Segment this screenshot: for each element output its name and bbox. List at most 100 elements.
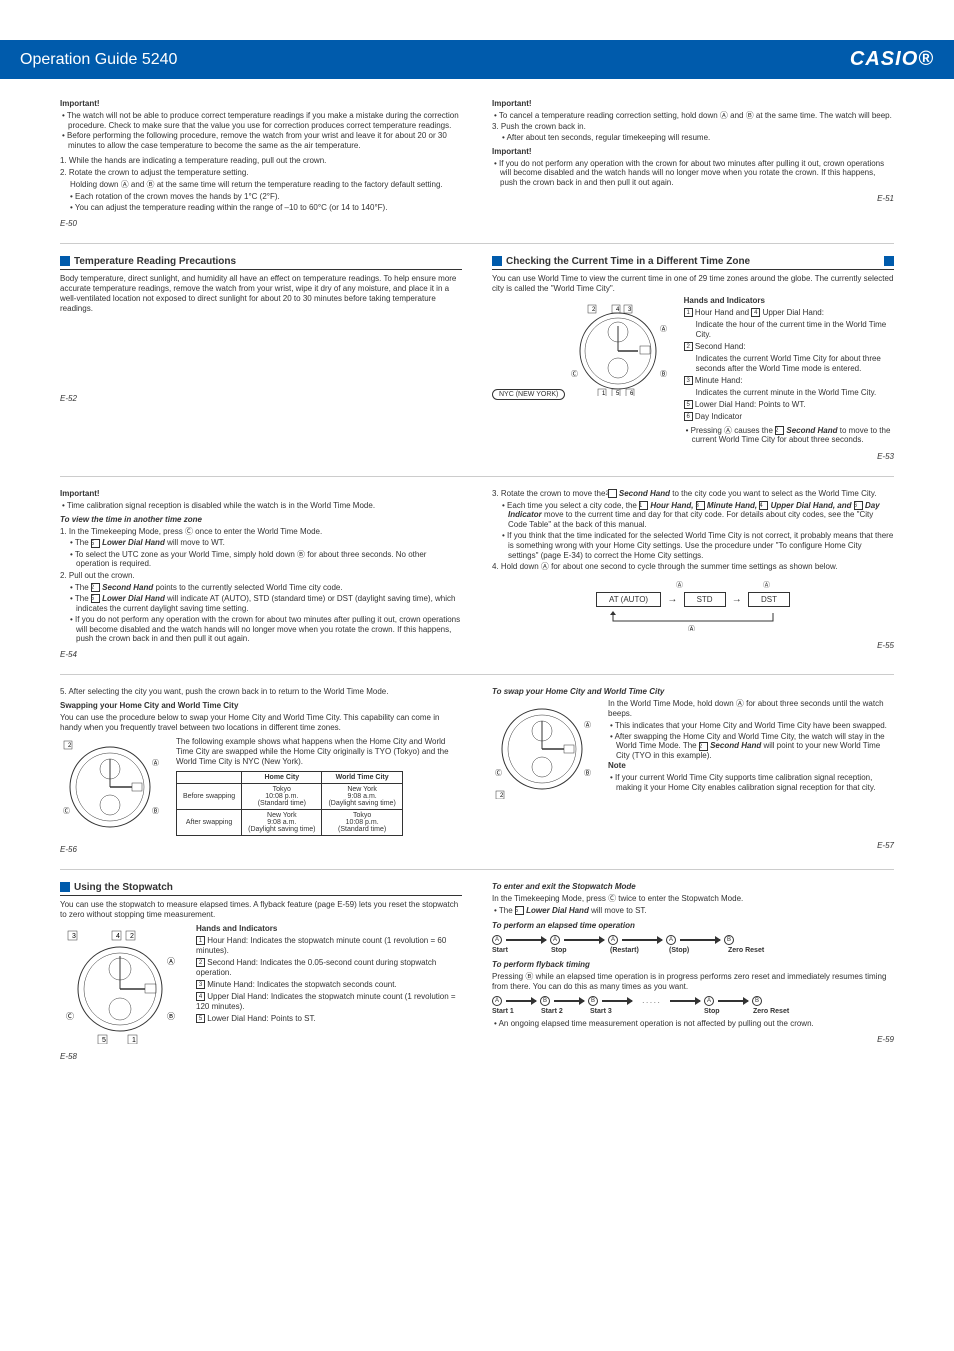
section-title: Temperature Reading Precautions <box>74 256 236 267</box>
op-label: Stop <box>704 1008 749 1015</box>
section-e57: To swap your Home City and World Time Ci… <box>492 687 894 857</box>
hand-item: 2 Second Hand: Indicates the 0.05-second… <box>196 958 462 978</box>
page-number: E-53 <box>492 452 894 462</box>
text: Before performing the following procedur… <box>60 131 462 150</box>
step: 2. Rotate the crown to adjust the temper… <box>60 168 462 178</box>
subsection-title: To view the time in another time zone <box>60 515 462 525</box>
svg-text:Ⓐ: Ⓐ <box>167 957 175 966</box>
svg-text:2: 2 <box>68 743 72 749</box>
text: Indicates the current World Time City fo… <box>684 354 894 374</box>
city-label: NYC (NEW YORK) <box>492 389 565 400</box>
swap-intro: You can use the procedure below to swap … <box>60 713 462 733</box>
subsection-title: To perform flyback timing <box>492 960 894 970</box>
text: The watch will not be able to produce co… <box>60 111 462 130</box>
sub-bullet: Each rotation of the crown moves the han… <box>60 192 462 202</box>
important-label: Important! <box>60 489 462 499</box>
section-e59: To enter and exit the Stopwatch Mode In … <box>492 882 894 1064</box>
subsection-title: To enter and exit the Stopwatch Mode <box>492 882 894 892</box>
example-text: The following example shows what happens… <box>176 737 462 767</box>
section-e53: Checking the Current Time in a Different… <box>492 256 894 464</box>
bullet: After swapping the Home City and World T… <box>608 732 894 761</box>
sub-bullet: The 5 Lower Dial Hand will indicate AT (… <box>60 594 462 613</box>
page-number: E-58 <box>60 1052 462 1062</box>
svg-text:6: 6 <box>630 391 634 396</box>
hand-item: 6 Day Indicator <box>684 412 894 422</box>
hand-item: 1 Hour Hand and 4 Upper Dial Hand: <box>684 308 894 318</box>
svg-text:1: 1 <box>132 1037 136 1044</box>
cell: New York9:08 a.m.(Daylight saving time) <box>322 783 402 809</box>
note: Pressing Ⓐ causes the 2 Second Hand to m… <box>684 426 894 445</box>
cell: New York9:08 a.m.(Daylight saving time) <box>242 809 322 835</box>
intro-text: You can use the stopwatch to measure ela… <box>60 900 462 920</box>
bullet: This indicates that your Home City and W… <box>608 721 894 731</box>
page-number: E-59 <box>492 1035 894 1045</box>
svg-text:Ⓐ: Ⓐ <box>152 759 159 767</box>
section-header: Using the Stopwatch <box>60 882 462 896</box>
step: 1. In the Timekeeping Mode, press Ⓒ once… <box>60 527 462 537</box>
page-number: E-52 <box>60 394 462 404</box>
op-label: (Stop) <box>669 947 724 954</box>
sub-bullet: If you think that the time indicated for… <box>492 531 894 560</box>
op-label: Start <box>492 947 547 954</box>
important-label: Important! <box>60 99 462 109</box>
sub-bullet: The 5 Lower Dial Hand will move to WT. <box>60 538 462 548</box>
dst-flow-diagram: ⒶⒶ AT (AUTO) → STD → DST Ⓐ <box>492 580 894 633</box>
hand-item: 5 Lower Dial Hand: Points to WT. <box>684 400 894 410</box>
flow-box: DST <box>748 592 790 607</box>
text: Indicate the hour of the current time in… <box>684 320 894 340</box>
watch-face-icon: Ⓐ Ⓑ Ⓒ 2 <box>492 699 592 799</box>
watch-diagram: NYC (NEW YORK) 2 4 3 1 5 6 Ⓐ Ⓑ <box>492 296 668 404</box>
watch-diagram: 2 Ⓐ Ⓑ Ⓒ <box>60 737 160 839</box>
hand-item: 3 Minute Hand: Indicates the stopwatch s… <box>196 980 462 990</box>
op-label: Stop <box>551 947 606 954</box>
text: Time calibration signal reception is dis… <box>60 501 462 511</box>
hands-title: Hands and Indicators <box>684 296 894 306</box>
page-number: E-54 <box>60 650 462 660</box>
row-label: After swapping <box>177 809 242 835</box>
step: 1. While the hands are indicating a temp… <box>60 156 462 166</box>
svg-text:Ⓐ: Ⓐ <box>584 721 591 729</box>
svg-text:Ⓑ: Ⓑ <box>152 807 159 815</box>
section-e52: Temperature Reading Precautions Body tem… <box>60 256 462 464</box>
important-label: Important! <box>492 147 894 157</box>
section-e54: Important! Time calibration signal recep… <box>60 489 462 662</box>
step: 4. Hold down Ⓐ for about one second to c… <box>492 562 894 572</box>
svg-text:4: 4 <box>616 307 620 313</box>
hand-item: 4 Upper Dial Hand: Indicates the stopwat… <box>196 992 462 1012</box>
op-label: Zero Reset <box>753 1008 789 1015</box>
flow-box: STD <box>684 592 726 607</box>
svg-text:Ⓒ: Ⓒ <box>571 370 578 378</box>
section-header: Checking the Current Time in a Different… <box>492 256 894 270</box>
flow-box: AT (AUTO) <box>596 592 661 607</box>
hand-item: 2 Second Hand: <box>684 342 894 352</box>
op-label: Start 2 <box>541 1008 586 1015</box>
svg-text:1: 1 <box>602 391 606 396</box>
bullet: An ongoing elapsed time measurement oper… <box>492 1019 894 1029</box>
cell: Tokyo10:08 p.m.(Standard time) <box>242 783 322 809</box>
note-label: Note <box>608 761 894 771</box>
section-marker-icon <box>60 882 70 892</box>
section-marker-icon <box>60 256 70 266</box>
section-marker-icon <box>492 256 502 266</box>
svg-text:5: 5 <box>102 1037 106 1044</box>
step: 2. Pull out the crown. <box>60 571 462 581</box>
op-label: (Restart) <box>610 947 665 954</box>
watch-diagram: Ⓐ Ⓑ Ⓒ 2 <box>492 699 592 801</box>
cell: Tokyo10:08 p.m.(Standard time) <box>322 809 402 835</box>
svg-text:3: 3 <box>628 307 632 313</box>
elapsed-time-diagram: A A A A B Start Stop (Restart) (Stop) Ze… <box>492 935 894 954</box>
bullet: If your current World Time City supports… <box>608 773 894 792</box>
watch-face-icon: 3 4 2 5 1 Ⓐ Ⓑ Ⓒ <box>60 924 180 1044</box>
sub-bullet: If you do not perform any operation with… <box>60 615 462 644</box>
svg-text:Ⓒ: Ⓒ <box>63 807 70 815</box>
subsection-title: To swap your Home City and World Time Ci… <box>492 687 894 697</box>
op-label: Start 3 <box>590 1008 700 1015</box>
text: If you do not perform any operation with… <box>492 159 894 188</box>
section-title: Using the Stopwatch <box>74 882 173 893</box>
guide-title: Operation Guide 5240 <box>20 51 177 69</box>
watch-diagram: 3 4 2 5 1 Ⓐ Ⓑ Ⓒ <box>60 924 180 1046</box>
step: 3. Push the crown back in. <box>492 122 894 132</box>
svg-text:2: 2 <box>592 307 596 313</box>
svg-text:Ⓐ: Ⓐ <box>660 325 667 333</box>
svg-text:Ⓑ: Ⓑ <box>660 370 667 378</box>
